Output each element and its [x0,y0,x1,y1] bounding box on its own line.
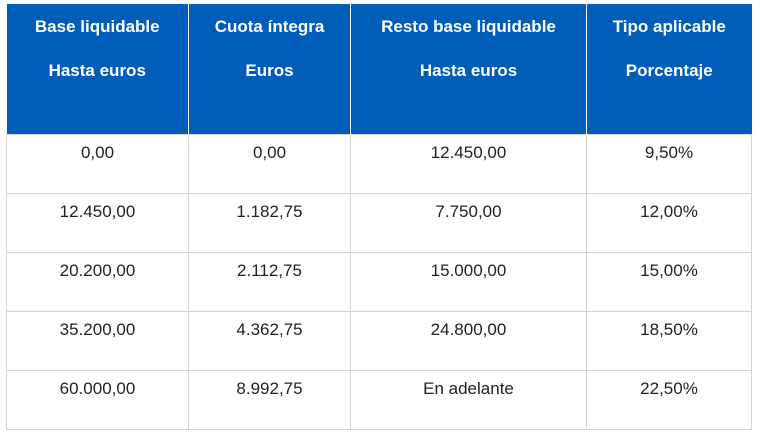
cell-value: 15.000,00 [430,261,507,280]
cell-value: En adelante [423,379,514,398]
header-tipo-aplicable: Tipo aplicable Porcentaje [586,4,752,135]
header-row: Base liquidable Hasta euros Cuota íntegr… [6,4,752,135]
header-title: Cuota íntegra [214,17,325,36]
cell-value: 20.200,00 [59,261,136,280]
cell-base-liquidable: 20.200,00 [6,252,189,312]
header-subtitle: Hasta euros [419,61,518,80]
cell-value: 15,00% [640,261,698,280]
cell-value: 2.112,75 [237,261,302,280]
cell-tipo-aplicable: 12,00% [586,193,752,253]
cell-value: 12.450,00 [59,202,136,221]
cell-base-liquidable: 60.000,00 [6,370,189,430]
cell-value: 0,00 [80,143,115,162]
cell-resto-base: 24.800,00 [350,311,587,371]
cell-base-liquidable: 35.200,00 [6,311,189,371]
table-row: 35.200,00 4.362,75 24.800,00 18,50% [6,311,752,371]
cell-tipo-aplicable: 22,50% [586,370,752,430]
cell-value: 7.750,00 [435,202,502,221]
table-row: 0,00 0,00 12.450,00 9,50% [6,134,752,194]
cell-base-liquidable: 12.450,00 [6,193,189,253]
tax-bracket-table-container: Base liquidable Hasta euros Cuota íntegr… [6,4,752,430]
cell-value: 18,50% [640,320,698,339]
cell-value: 12.450,00 [430,143,507,162]
header-title: Base liquidable [34,17,160,36]
cell-value: 24.800,00 [430,320,507,339]
cell-value: 4.362,75 [236,320,303,339]
cell-value: 9,50% [644,143,694,162]
cell-value: 22,50% [640,379,698,398]
cell-cuota-integra: 4.362,75 [188,311,351,371]
table-row: 20.200,00 2.112,75 15.000,00 15,00% [6,252,752,312]
tax-bracket-table: Base liquidable Hasta euros Cuota íntegr… [6,4,752,430]
header-title: Tipo aplicable [612,17,726,36]
table-header: Base liquidable Hasta euros Cuota íntegr… [6,4,752,135]
cell-value: 8.992,75 [236,379,303,398]
cell-resto-base: 7.750,00 [350,193,587,253]
cell-tipo-aplicable: 18,50% [586,311,752,371]
header-subtitle: Porcentaje [625,61,713,80]
table-row: 12.450,00 1.182,75 7.750,00 12,00% [6,193,752,253]
cell-cuota-integra: 8.992,75 [188,370,351,430]
header-resto-base-liquidable: Resto base liquidable Hasta euros [350,4,587,135]
cell-cuota-integra: 2.112,75 [188,252,351,312]
cell-tipo-aplicable: 15,00% [586,252,752,312]
cell-resto-base: En adelante [350,370,587,430]
header-subtitle: Euros [245,61,294,80]
table-row: 60.000,00 8.992,75 En adelante 22,50% [6,370,752,430]
cell-tipo-aplicable: 9,50% [586,134,752,194]
cell-resto-base: 12.450,00 [350,134,587,194]
cell-value: 60.000,00 [59,379,136,398]
cell-cuota-integra: 1.182,75 [188,193,351,253]
cell-base-liquidable: 0,00 [6,134,189,194]
header-base-liquidable: Base liquidable Hasta euros [6,4,189,135]
cell-resto-base: 15.000,00 [350,252,587,312]
cell-value: 35.200,00 [59,320,136,339]
cell-value: 12,00% [640,202,698,221]
header-subtitle: Hasta euros [48,61,146,80]
table-body: 0,00 0,00 12.450,00 9,50% 12.450,00 1.18… [6,134,752,430]
cell-cuota-integra: 0,00 [188,134,351,194]
cell-value: 1.182,75 [236,202,303,221]
header-title: Resto base liquidable [381,17,556,36]
header-cuota-integra: Cuota íntegra Euros [188,4,351,135]
cell-value: 0,00 [252,143,287,162]
